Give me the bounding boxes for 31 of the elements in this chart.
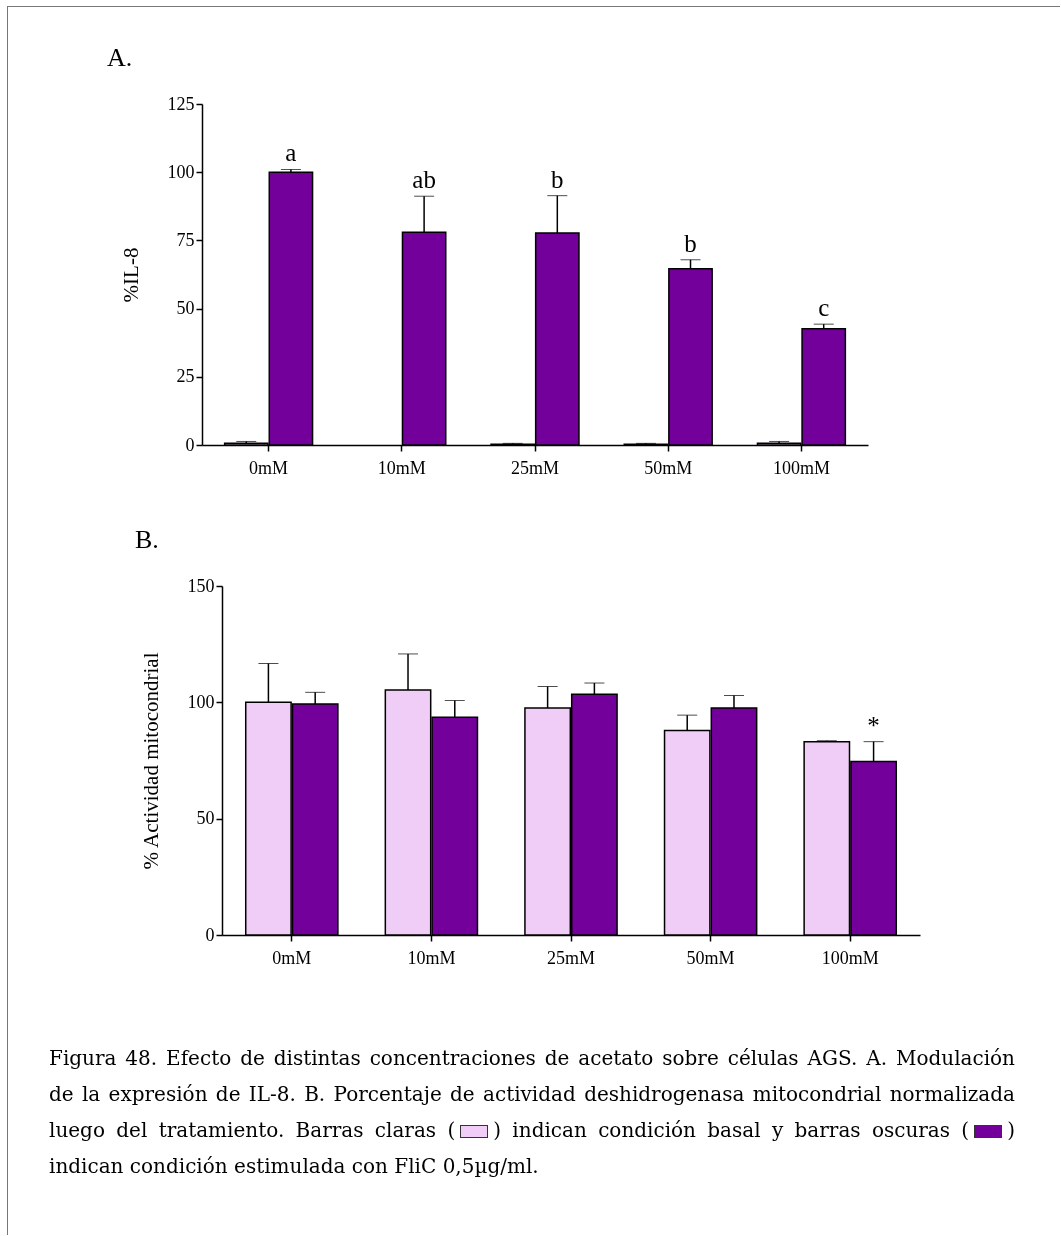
y-tick-label: 75 (176, 229, 195, 250)
x-tick-label: 0mM (249, 457, 289, 478)
x-tick-label: 10mM (407, 947, 456, 968)
x-tick-label: 100mM (772, 457, 830, 478)
y-tick-label: 100 (187, 691, 215, 712)
annotation: c (818, 294, 830, 322)
x-tick-label: 25mM (546, 947, 596, 968)
x-tick-label: 50mM (644, 457, 693, 478)
y-tick-label: 25 (176, 366, 195, 387)
x-tick-label: 10mM (377, 457, 426, 478)
chart-title: B. (135, 525, 159, 554)
y-tick-label: 100 (167, 161, 195, 182)
annotation: ab (412, 166, 436, 194)
x-tick-label: 25mM (510, 457, 560, 478)
chart-title: A. (107, 43, 133, 72)
y-tick-label: 0 (185, 434, 195, 455)
text: ) indican condición basal y barras oscuras ( (493, 1118, 970, 1142)
y-tick-label: 150 (187, 575, 215, 596)
y-axis-title: %IL-8 (118, 247, 143, 303)
annotation: a (285, 139, 297, 167)
annotation: * (867, 711, 880, 739)
x-tick-label: 50mM (686, 947, 735, 968)
y-tick-label: 50 (176, 298, 195, 319)
y-tick-label: 0 (205, 924, 215, 945)
x-tick-label: 0mM (272, 947, 312, 968)
y-tick-label: 50 (196, 808, 215, 829)
annotation: b (684, 229, 697, 257)
annotation: b (551, 165, 564, 193)
y-axis-title: % Actividad mitocondrial (138, 652, 163, 870)
x-tick-label: 100mM (821, 947, 879, 968)
y-tick-label: 125 (167, 93, 195, 114)
